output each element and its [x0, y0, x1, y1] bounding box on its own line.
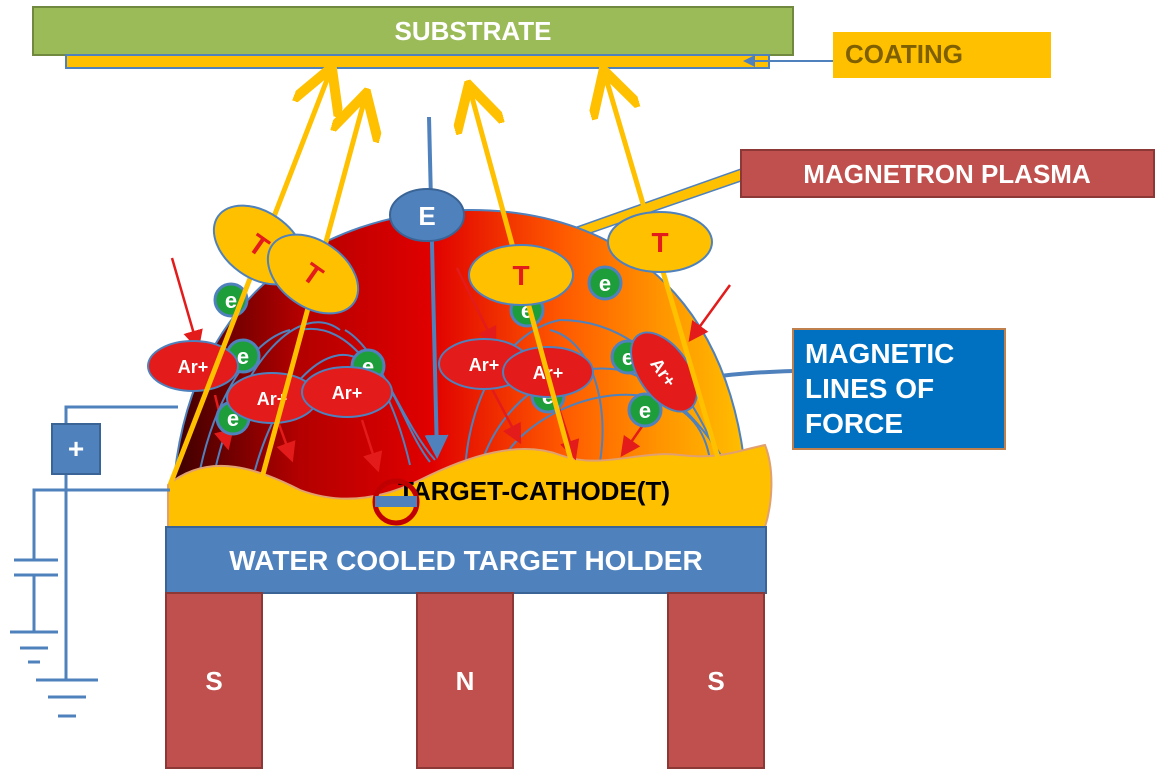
negative-polarity-icon — [372, 478, 420, 526]
magnet-center-label: N — [456, 666, 475, 696]
field-label-line-2: LINES OF — [805, 373, 934, 404]
argon-ions: Ar+ Ar+ Ar+ Ar+ Ar+ Ar+ — [147, 331, 698, 424]
electric-field-marker: E — [389, 188, 465, 242]
power-supply: + — [51, 423, 101, 475]
sputtered-atom: T — [468, 244, 574, 306]
svg-text:T: T — [512, 260, 529, 291]
power-supply-symbol: + — [68, 433, 84, 464]
magnet-left: S — [165, 592, 263, 769]
sputtered-atom: T — [607, 211, 713, 273]
magnet-center: N — [416, 592, 514, 769]
electric-field-arrow — [424, 116, 449, 459]
sputtered-atom: T — [266, 233, 360, 315]
argon-ion: Ar+ — [630, 331, 698, 413]
svg-text:Ar+: Ar+ — [332, 383, 363, 403]
field-label-line-3: FORCE — [805, 408, 903, 439]
svg-text:Ar+: Ar+ — [469, 355, 500, 375]
magnetic-field-callout: MAGNETIC LINES OF FORCE — [707, 328, 1006, 450]
target-label: TARGET-CATHODE(T) — [398, 476, 670, 506]
argon-ion: Ar+ — [301, 366, 393, 418]
substrate-label: SUBSTRATE — [395, 16, 552, 46]
coating-callout: COATING — [743, 32, 1051, 78]
field-label-line-1: MAGNETIC — [805, 338, 954, 369]
electron: e — [587, 265, 623, 301]
plasma-callout: MAGNETRON PLASMA — [564, 149, 1155, 240]
target-holder: WATER COOLED TARGET HOLDER — [165, 526, 767, 594]
svg-text:e: e — [599, 271, 611, 296]
sputtered-atoms: T T T T — [212, 204, 713, 315]
holder-label: WATER COOLED TARGET HOLDER — [229, 545, 702, 576]
plasma-label: MAGNETRON PLASMA — [803, 159, 1091, 189]
coating-layer — [65, 54, 770, 69]
target-cathode: TARGET-CATHODE(T) — [167, 443, 773, 528]
svg-text:e: e — [237, 344, 249, 369]
electric-field-label: E — [418, 201, 435, 231]
magnet-right-label: S — [707, 666, 724, 696]
substrate: SUBSTRATE — [32, 6, 794, 56]
svg-text:e: e — [639, 398, 651, 423]
magnet-left-label: S — [205, 666, 222, 696]
power-circuit — [10, 405, 178, 718]
electron: e — [627, 392, 663, 428]
svg-text:Ar+: Ar+ — [178, 357, 209, 377]
svg-text:T: T — [651, 227, 668, 258]
svg-text:e: e — [225, 288, 237, 313]
magnet-right: S — [667, 592, 765, 769]
argon-ion: Ar+ — [147, 340, 239, 392]
coating-label: COATING — [845, 39, 963, 69]
